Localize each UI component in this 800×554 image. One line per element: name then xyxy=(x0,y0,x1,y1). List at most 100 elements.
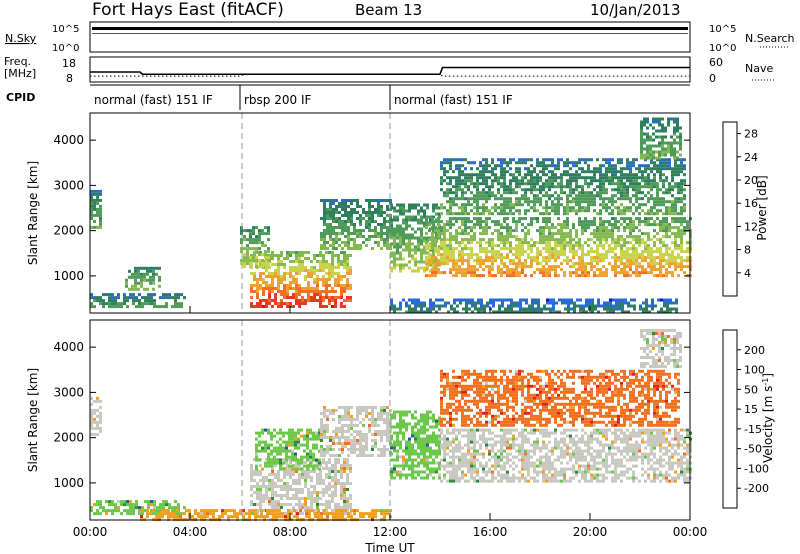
power-cell xyxy=(464,182,467,186)
velocity-cell xyxy=(344,409,347,412)
power-cell xyxy=(93,204,96,208)
power-cell xyxy=(259,305,262,308)
power-cell xyxy=(402,236,405,240)
velocity-cell xyxy=(90,414,93,418)
velocity-cell xyxy=(132,503,135,507)
ytick-label: 4000 xyxy=(53,133,84,147)
power-cell xyxy=(629,179,632,183)
power-cell xyxy=(680,250,683,254)
power-cell xyxy=(646,138,649,142)
velocity-cell xyxy=(306,446,309,450)
power-cell xyxy=(319,254,322,257)
power-cell xyxy=(464,217,467,221)
power-cell xyxy=(675,301,678,305)
power-cell xyxy=(621,310,624,314)
power-cell xyxy=(249,238,252,242)
power-cell xyxy=(325,293,328,296)
velocity-cell xyxy=(343,482,346,485)
power-cell xyxy=(341,247,344,250)
power-cell xyxy=(322,296,325,299)
velocity-cell xyxy=(365,415,368,418)
power-cell xyxy=(605,176,608,180)
power-cell xyxy=(155,266,158,270)
power-cell xyxy=(411,215,414,219)
power-cell xyxy=(332,226,335,229)
power-cell xyxy=(128,275,131,279)
power-cell xyxy=(560,173,563,177)
power-cell xyxy=(563,241,566,245)
power-cell xyxy=(461,229,464,233)
power-cell xyxy=(599,226,602,230)
velocity-cell xyxy=(285,461,288,465)
power-cell xyxy=(449,197,452,201)
power-cell xyxy=(455,164,458,168)
power-cell xyxy=(470,250,473,254)
velocity-cell xyxy=(306,455,309,459)
power-cell xyxy=(650,170,653,174)
velocity-cell xyxy=(274,482,277,485)
velocity-cell xyxy=(298,500,301,503)
power-cell xyxy=(531,298,534,302)
power-cell xyxy=(461,238,464,242)
power-cell xyxy=(527,209,530,213)
power-cell xyxy=(549,301,552,305)
velocity-cell xyxy=(303,449,306,453)
velocity-cell xyxy=(295,491,298,494)
power-cell xyxy=(593,173,596,177)
power-cell xyxy=(141,305,144,309)
power-cell xyxy=(289,272,292,275)
power-cell xyxy=(599,188,602,192)
power-cell xyxy=(313,293,316,296)
power-cell xyxy=(596,259,599,263)
velocity-cell xyxy=(271,470,274,473)
power-cell xyxy=(608,200,611,204)
power-cell xyxy=(620,194,623,198)
velocity-cell xyxy=(320,421,323,424)
power-cell xyxy=(423,301,426,305)
power-cell xyxy=(326,229,329,232)
power-cell xyxy=(249,235,252,239)
power-cell xyxy=(440,259,443,263)
power-cell xyxy=(390,203,393,207)
velocity-cell xyxy=(334,470,337,473)
power-cell xyxy=(543,307,546,311)
power-cell xyxy=(662,244,665,248)
power-cell xyxy=(521,238,524,242)
power-cell xyxy=(488,268,491,272)
power-cell xyxy=(500,167,503,171)
power-cell xyxy=(316,293,319,296)
velocity-cell xyxy=(417,452,420,456)
velocity-cell xyxy=(318,449,321,453)
power-cell xyxy=(429,307,432,311)
power-cell xyxy=(429,269,432,273)
power-cell xyxy=(506,164,509,168)
power-cell xyxy=(283,290,286,293)
velocity-cell xyxy=(371,406,374,409)
power-cell xyxy=(473,173,476,177)
power-cell xyxy=(429,310,432,314)
power-cell xyxy=(491,182,494,186)
power-cell xyxy=(506,253,509,257)
power-cell xyxy=(671,271,674,275)
power-cell xyxy=(572,271,575,275)
power-cell xyxy=(551,250,554,254)
velocity-cell xyxy=(289,458,292,461)
power-cell xyxy=(449,179,452,183)
power-cell xyxy=(494,253,497,257)
power-cell xyxy=(551,179,554,183)
velocity-cell xyxy=(341,451,344,454)
power-cell xyxy=(593,232,596,236)
power-cell xyxy=(289,281,292,284)
power-cell xyxy=(423,310,426,314)
power-cell xyxy=(126,305,129,309)
power-cell xyxy=(509,229,512,233)
power-cell xyxy=(482,167,485,171)
velocity-cell xyxy=(298,503,301,506)
power-cell xyxy=(519,301,522,305)
velocity-cell xyxy=(390,458,393,462)
velocity-cell xyxy=(285,446,288,450)
power-cell xyxy=(99,216,102,220)
velocity-cell xyxy=(365,409,368,412)
power-cell xyxy=(539,268,542,272)
power-cell xyxy=(265,299,268,302)
